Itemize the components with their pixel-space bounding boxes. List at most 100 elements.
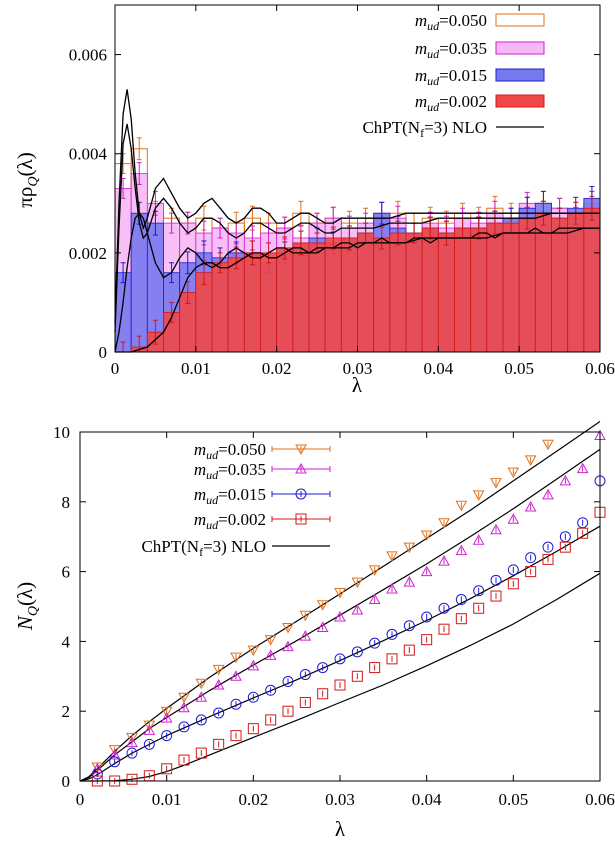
legend-label: mud=0.035 xyxy=(194,460,266,482)
y-axis-label: NQ(λ) xyxy=(13,582,41,631)
legend-label-text: =3) NLO xyxy=(424,118,487,137)
legend-label: mud=0.050 xyxy=(194,440,266,462)
marker-circle xyxy=(299,669,311,681)
marker-triangle-down xyxy=(368,565,381,576)
bar xyxy=(437,232,455,353)
legend-swatch xyxy=(495,13,545,27)
marker-triangle-up xyxy=(126,736,138,748)
legend-label-subscript: ud xyxy=(206,468,219,482)
legend-label-subscript: f xyxy=(420,126,424,140)
legend-label-subscript: ud xyxy=(427,100,440,114)
marker-triangle-down xyxy=(160,706,173,718)
x-tick-label: 0.01 xyxy=(152,790,182,809)
x-axis-label: λ xyxy=(335,817,346,841)
marker-circle xyxy=(386,628,398,640)
legend-label-value: =0.015 xyxy=(218,485,266,504)
marker-triangle-down xyxy=(351,577,364,589)
marker-triangle-up xyxy=(299,630,312,641)
x-tick-label: 0.03 xyxy=(343,359,373,378)
marker-triangle-down xyxy=(524,455,537,466)
marker-triangle-down xyxy=(264,635,277,646)
bar xyxy=(260,252,278,353)
marker-circle xyxy=(109,756,121,768)
marker-circle xyxy=(455,594,467,606)
marker-triangle-down xyxy=(143,720,156,732)
marker-circle xyxy=(282,676,294,688)
legend-label-symbol: m xyxy=(415,39,427,58)
marker-circle xyxy=(161,730,173,742)
marker-square xyxy=(295,513,307,525)
data-points xyxy=(91,429,606,787)
bar xyxy=(324,237,342,353)
legend-label-value: =0.015 xyxy=(439,66,487,85)
marker-triangle-up xyxy=(264,649,277,660)
marker-triangle-up xyxy=(524,501,537,512)
bar xyxy=(502,222,520,353)
marker-triangle-up xyxy=(160,712,173,723)
legend-label-value: =0.002 xyxy=(439,92,487,111)
y-tick-label: 8 xyxy=(62,493,71,512)
marker-circle xyxy=(126,747,138,759)
bar xyxy=(243,252,261,353)
bar xyxy=(421,227,439,353)
bar xyxy=(373,237,391,353)
marker-triangle-down xyxy=(490,478,502,489)
legend-swatch xyxy=(495,94,545,108)
x-tick-label: 0.06 xyxy=(585,790,615,809)
y-tick-label: 0.006 xyxy=(69,46,107,65)
bar xyxy=(518,217,536,353)
bar xyxy=(276,247,294,353)
bar xyxy=(551,217,569,353)
marker-triangle-up xyxy=(178,701,190,713)
marker-triangle-up xyxy=(295,462,307,474)
marker-square xyxy=(542,553,554,565)
marker-triangle-up xyxy=(542,488,554,500)
marker-triangle-up xyxy=(230,670,242,681)
marker-square xyxy=(126,773,138,785)
marker-triangle-up xyxy=(247,659,260,671)
marker-circle xyxy=(213,707,225,719)
x-tick-label: 0.05 xyxy=(498,790,528,809)
y-tick-label: 6 xyxy=(62,563,71,582)
marker-triangle-down xyxy=(507,467,520,479)
y-tick-label: 0 xyxy=(62,772,71,791)
density-histogram-panel: 0 0.01 0.02 0.03 0.04 0.05 0.06 0 0.002 0.004 0.00… xyxy=(13,4,615,397)
marker-circle xyxy=(317,662,329,674)
theory-curve xyxy=(114,123,600,333)
marker-square xyxy=(438,623,450,635)
bar xyxy=(292,242,310,353)
legend-label-symbol: m xyxy=(194,440,206,459)
axis-ticks: 0 0.01 0.02 0.03 0.04 0.05 0.06 0 2 4 6 8 10 xyxy=(53,423,615,809)
marker-triangle-down xyxy=(247,645,260,657)
marker-triangle-up xyxy=(403,576,416,587)
legend-label-subscript: ud xyxy=(427,74,440,88)
marker-square xyxy=(213,738,225,750)
marker-triangle-up xyxy=(316,621,329,632)
marker-square xyxy=(369,662,381,674)
legend-label: mud=0.002 xyxy=(415,92,487,114)
marker-circle xyxy=(473,585,485,597)
bar xyxy=(454,227,472,353)
series-m002 xyxy=(120,195,601,353)
marker-triangle-down xyxy=(472,490,485,501)
marker-triangle-up xyxy=(438,555,450,566)
legend-label-symbol: m xyxy=(194,510,206,529)
bar xyxy=(405,232,423,353)
marker-triangle-down xyxy=(282,622,294,634)
legend-label-symbol: m xyxy=(415,66,427,85)
y-axis-label: πρQ(λ) xyxy=(13,152,41,207)
marker-triangle-down xyxy=(299,610,312,622)
marker-square xyxy=(559,541,571,553)
plot-frame xyxy=(79,431,601,782)
marker-circle xyxy=(334,653,346,665)
marker-triangle-up xyxy=(490,523,502,535)
marker-circle xyxy=(421,611,433,623)
legend-label-subscript: ud xyxy=(427,19,440,33)
bar xyxy=(211,262,229,353)
marker-triangle-down xyxy=(386,551,398,562)
marker-triangle-down xyxy=(126,732,138,744)
legend-label-subscript: ud xyxy=(206,448,219,462)
marker-triangle-up xyxy=(559,474,572,486)
marker-triangle-up xyxy=(143,724,156,735)
